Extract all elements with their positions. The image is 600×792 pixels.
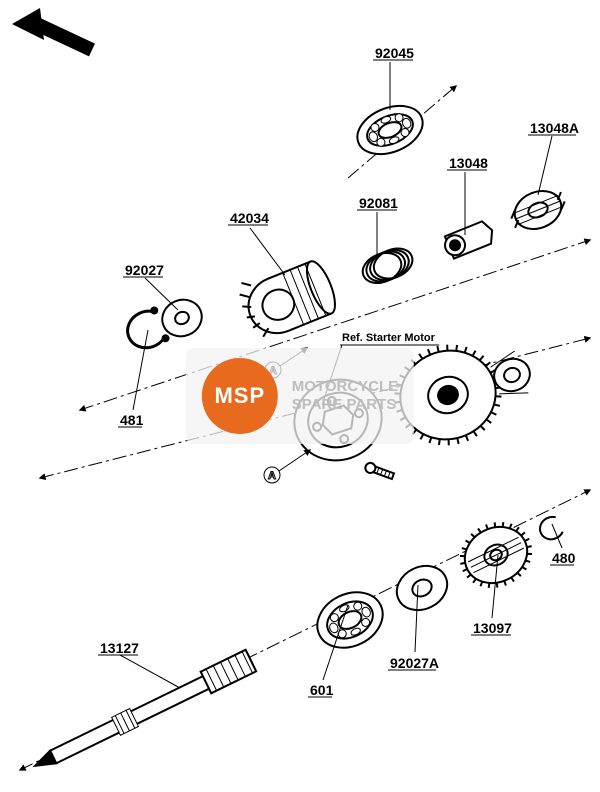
callout-601: 601 [310,682,333,698]
view-direction-arrow [12,8,92,50]
part-13127 [30,650,256,777]
part-13048A [505,183,570,237]
callout-92027: 92027 [125,262,164,278]
callout-13127: 13127 [100,640,139,656]
callout-13048A: 13048A [530,120,579,136]
callout-13097: 13097 [473,620,512,636]
watermark-line1: MOTORCYCLE [292,378,398,396]
part-92081 [358,243,417,288]
part-13097 [449,510,543,600]
callout-92081: 92081 [359,195,398,211]
part-42034 [234,252,341,343]
part-480 [536,515,564,544]
watermark-line2: SPARE PARTS [292,396,398,414]
watermark-badge-text: MSP [214,383,265,409]
callout-42034: 42034 [230,210,269,226]
part-92027A [389,558,454,619]
callout-92027A: 92027A [390,655,439,671]
ref-note: Ref. Starter Motor [342,332,435,344]
part-starter-screw [364,462,395,481]
callout-480: 480 [552,550,575,566]
part-13048 [441,219,496,260]
callout-481: 481 [120,412,143,428]
watermark-badge: MSP [202,358,278,434]
callout-92045: 92045 [375,45,414,61]
watermark: MSP MOTORCYCLE SPARE PARTS [186,348,414,444]
callout-13048: 13048 [449,155,488,171]
svg-text:A: A [268,470,276,482]
